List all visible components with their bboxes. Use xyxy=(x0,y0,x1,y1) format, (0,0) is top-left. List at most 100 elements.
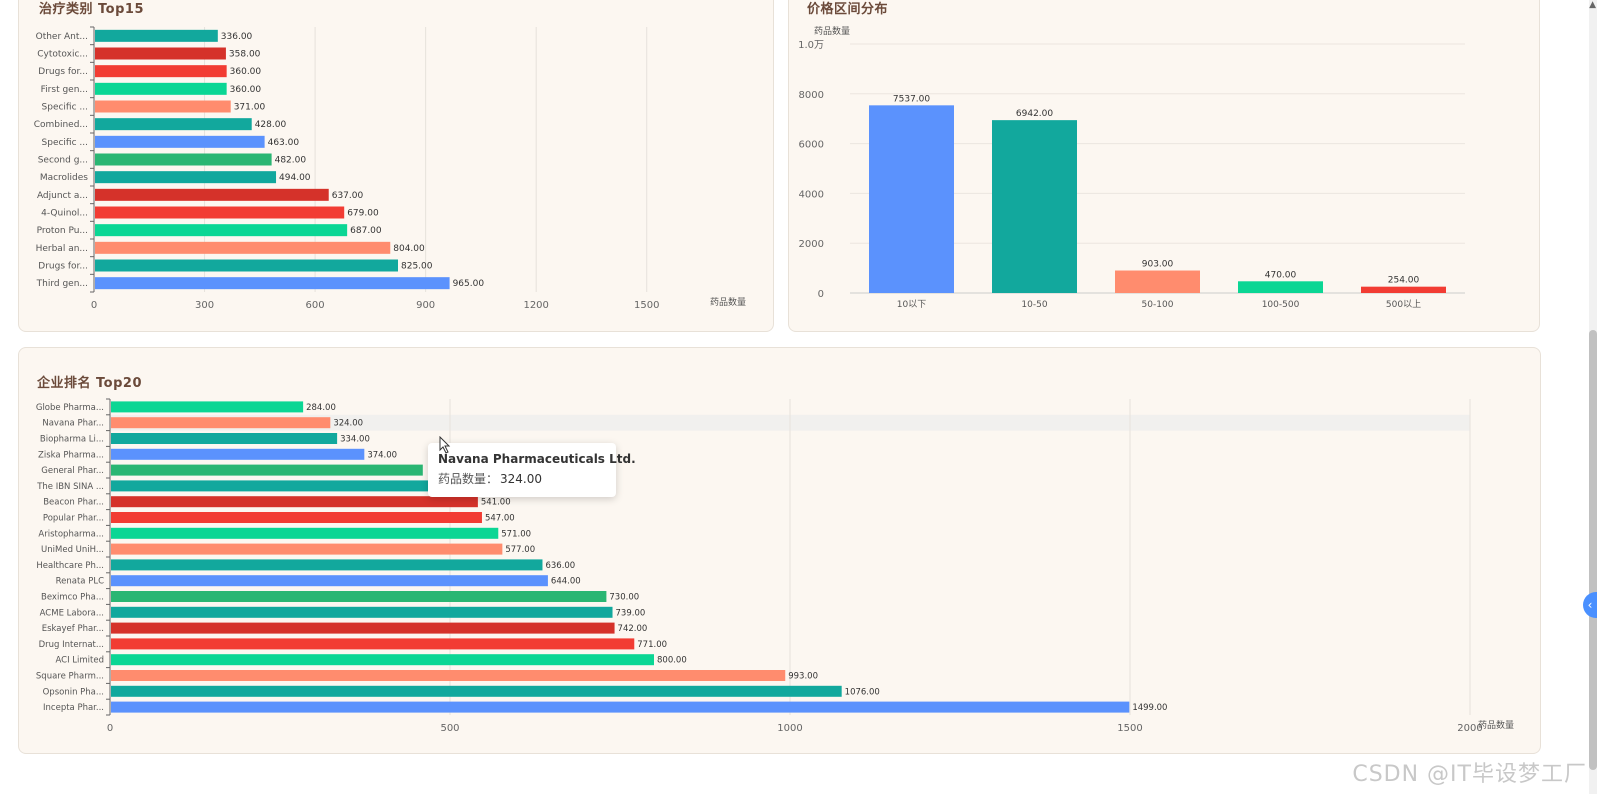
company-x-axis-title: 药品数量 xyxy=(1478,719,1514,731)
therapeutic-bar xyxy=(95,153,272,166)
company-category-label: General Phar... xyxy=(41,466,104,476)
therapeutic-x-tick-label: 900 xyxy=(416,300,435,311)
company-category-label: Beximco Pha... xyxy=(41,593,104,603)
company-value-label: 541.00 xyxy=(481,498,511,508)
company-value-label: 1499.00 xyxy=(1132,703,1167,713)
company-value-label: 324.00 xyxy=(333,419,363,429)
company-value-label: 284.00 xyxy=(306,403,336,413)
therapeutic-category-label: Second g... xyxy=(38,156,88,166)
company-value-label: 636.00 xyxy=(545,561,575,571)
company-value-label: 334.00 xyxy=(340,435,370,445)
price-y-axis-title: 药品数量 xyxy=(814,25,850,37)
company-category-label: Drug Internat... xyxy=(39,640,104,650)
therapeutic-bar xyxy=(95,171,277,184)
company-value-label: 577.00 xyxy=(505,545,535,555)
company-bar xyxy=(111,433,338,444)
therapeutic-bar xyxy=(95,224,348,237)
price-y-tick-label: 0 xyxy=(818,289,824,300)
company-bar xyxy=(111,543,503,555)
company-category-label: Globe Pharma... xyxy=(36,403,104,413)
therapeutic-value-label: 371.00 xyxy=(234,103,266,113)
company-category-label: Renata PLC xyxy=(56,577,104,587)
watermark: CSDN @IT毕设梦工厂 xyxy=(1352,762,1587,787)
price-value-label: 6942.00 xyxy=(1016,109,1053,119)
company-bar xyxy=(111,448,365,460)
therapeutic-bar xyxy=(95,118,252,131)
therapeutic-bar xyxy=(95,47,226,60)
company-bar xyxy=(111,685,842,697)
therapeutic-bar xyxy=(95,277,450,290)
price-x-tick-label: 100-500 xyxy=(1262,300,1300,310)
company-bar xyxy=(111,512,482,523)
scrollbar-thumb[interactable] xyxy=(1589,330,1597,770)
price-bar xyxy=(1361,286,1446,293)
therapeutic-category-label: Macrolides xyxy=(40,173,88,183)
company-bar xyxy=(111,496,478,508)
side-collapse-button[interactable]: ‹ xyxy=(1583,592,1597,618)
company-value-label: 547.00 xyxy=(485,514,515,524)
company-category-label: Eskayef Phar... xyxy=(42,624,104,634)
therapeutic-chart: 0 300 600 900 1200 1500 药品数量 Other Ant... 336.00… xyxy=(34,26,746,311)
price-y-tick-label: 2000 xyxy=(799,239,824,250)
price-value-label: 254.00 xyxy=(1388,276,1420,286)
therapeutic-category-label: Cytotoxic... xyxy=(37,50,88,60)
therapeutic-bar xyxy=(95,135,265,148)
company-x-tick-label: 0 xyxy=(107,723,113,734)
company-bar xyxy=(111,575,548,587)
therapeutic-bar xyxy=(95,100,231,113)
company-value-label: 644.00 xyxy=(551,577,581,587)
therapeutic-bar xyxy=(95,65,227,78)
therapeutic-value-label: 463.00 xyxy=(268,138,300,148)
therapeutic-category-label: Drugs for... xyxy=(38,67,88,77)
company-value-label: 374.00 xyxy=(367,450,397,460)
price-bar xyxy=(1238,281,1323,293)
therapeutic-category-label: Third gen... xyxy=(36,279,88,289)
therapeutic-category-label: Drugs for... xyxy=(38,262,88,272)
company-title: 企业排名 Top20 xyxy=(37,376,142,391)
company-category-label: UniMed UniH... xyxy=(41,545,104,555)
tooltip-value: 324.00 xyxy=(500,472,543,486)
therapeutic-category-label: 4-Quinol... xyxy=(41,209,88,219)
price-chart: 0 2000 4000 6000 8000 1.0万 药品数量 7537.00 10以下 6942… xyxy=(798,25,1465,310)
company-category-label: Opsonin Pha... xyxy=(43,687,104,697)
company-bar xyxy=(111,417,331,429)
company-bar xyxy=(111,559,543,571)
company-value-label: 739.00 xyxy=(616,608,646,618)
company-value-label: 730.00 xyxy=(609,593,639,603)
therapeutic-value-label: 637.00 xyxy=(332,191,364,201)
tooltip-label: 药品数量： xyxy=(438,472,499,486)
therapeutic-category-label: Specific ... xyxy=(42,138,88,148)
price-y-tick-label: 6000 xyxy=(799,140,824,151)
therapeutic-value-label: 358.00 xyxy=(229,50,261,60)
company-category-label: Navana Phar... xyxy=(42,419,104,429)
price-value-label: 470.00 xyxy=(1265,270,1297,280)
price-value-label: 7537.00 xyxy=(893,94,930,104)
company-category-label: Biopharma Li... xyxy=(40,435,104,445)
therapeutic-category-label: First gen... xyxy=(41,85,88,95)
therapeutic-value-label: 494.00 xyxy=(279,173,311,183)
price-bar xyxy=(1115,270,1200,293)
therapeutic-category-label: Combined... xyxy=(34,120,88,130)
therapeutic-x-tick-label: 1200 xyxy=(523,300,548,311)
therapeutic-value-label: 679.00 xyxy=(347,209,379,219)
therapeutic-value-label: 825.00 xyxy=(401,262,433,272)
price-x-tick-label: 10-50 xyxy=(1021,300,1047,310)
company-bar xyxy=(111,701,1130,713)
price-title: 价格区间分布 xyxy=(807,2,889,17)
therapeutic-value-label: 360.00 xyxy=(230,85,262,95)
scroll-up-icon[interactable]: ▲ xyxy=(1589,0,1596,10)
therapeutic-x-tick-label: 600 xyxy=(306,300,325,311)
tooltip-title: Navana Pharmaceuticals Ltd. xyxy=(438,452,636,466)
therapeutic-bar xyxy=(95,82,227,95)
therapeutic-bar xyxy=(95,241,391,254)
company-x-tick-label: 1500 xyxy=(1117,723,1142,734)
company-category-label: ACME Labora... xyxy=(40,608,104,618)
therapeutic-title: 治疗类别 Top15 xyxy=(39,2,144,17)
company-x-tick-label: 2000 xyxy=(1457,723,1482,734)
price-x-tick-label: 10以下 xyxy=(897,300,926,310)
price-y-tick-label: 4000 xyxy=(799,189,824,200)
therapeutic-bar xyxy=(95,206,345,219)
therapeutic-value-label: 687.00 xyxy=(350,226,382,236)
company-bar xyxy=(111,670,786,681)
therapeutic-x-tick-label: 300 xyxy=(195,300,214,311)
